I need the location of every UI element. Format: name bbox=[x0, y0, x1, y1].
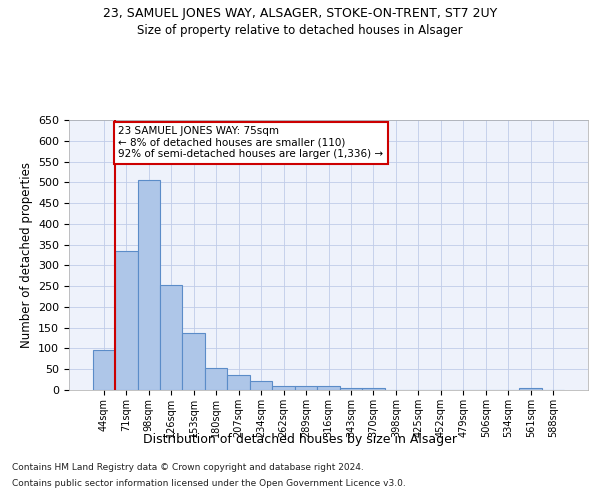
Bar bbox=[250, 382, 272, 390]
Y-axis label: Number of detached properties: Number of detached properties bbox=[20, 162, 32, 348]
Bar bbox=[227, 374, 250, 390]
Text: Size of property relative to detached houses in Alsager: Size of property relative to detached ho… bbox=[137, 24, 463, 37]
Bar bbox=[92, 350, 115, 390]
Bar bbox=[340, 388, 362, 390]
Bar bbox=[272, 386, 295, 390]
Bar bbox=[317, 386, 340, 390]
Bar bbox=[137, 180, 160, 390]
Bar bbox=[362, 388, 385, 390]
Text: Contains HM Land Registry data © Crown copyright and database right 2024.: Contains HM Land Registry data © Crown c… bbox=[12, 464, 364, 472]
Bar bbox=[182, 332, 205, 390]
Text: 23, SAMUEL JONES WAY, ALSAGER, STOKE-ON-TRENT, ST7 2UY: 23, SAMUEL JONES WAY, ALSAGER, STOKE-ON-… bbox=[103, 8, 497, 20]
Text: 23 SAMUEL JONES WAY: 75sqm
← 8% of detached houses are smaller (110)
92% of semi: 23 SAMUEL JONES WAY: 75sqm ← 8% of detac… bbox=[118, 126, 383, 160]
Bar bbox=[160, 285, 182, 390]
Text: Distribution of detached houses by size in Alsager: Distribution of detached houses by size … bbox=[143, 432, 457, 446]
Bar bbox=[520, 388, 542, 390]
Text: Contains public sector information licensed under the Open Government Licence v3: Contains public sector information licen… bbox=[12, 478, 406, 488]
Bar bbox=[115, 251, 137, 390]
Bar bbox=[205, 368, 227, 390]
Bar bbox=[295, 386, 317, 390]
